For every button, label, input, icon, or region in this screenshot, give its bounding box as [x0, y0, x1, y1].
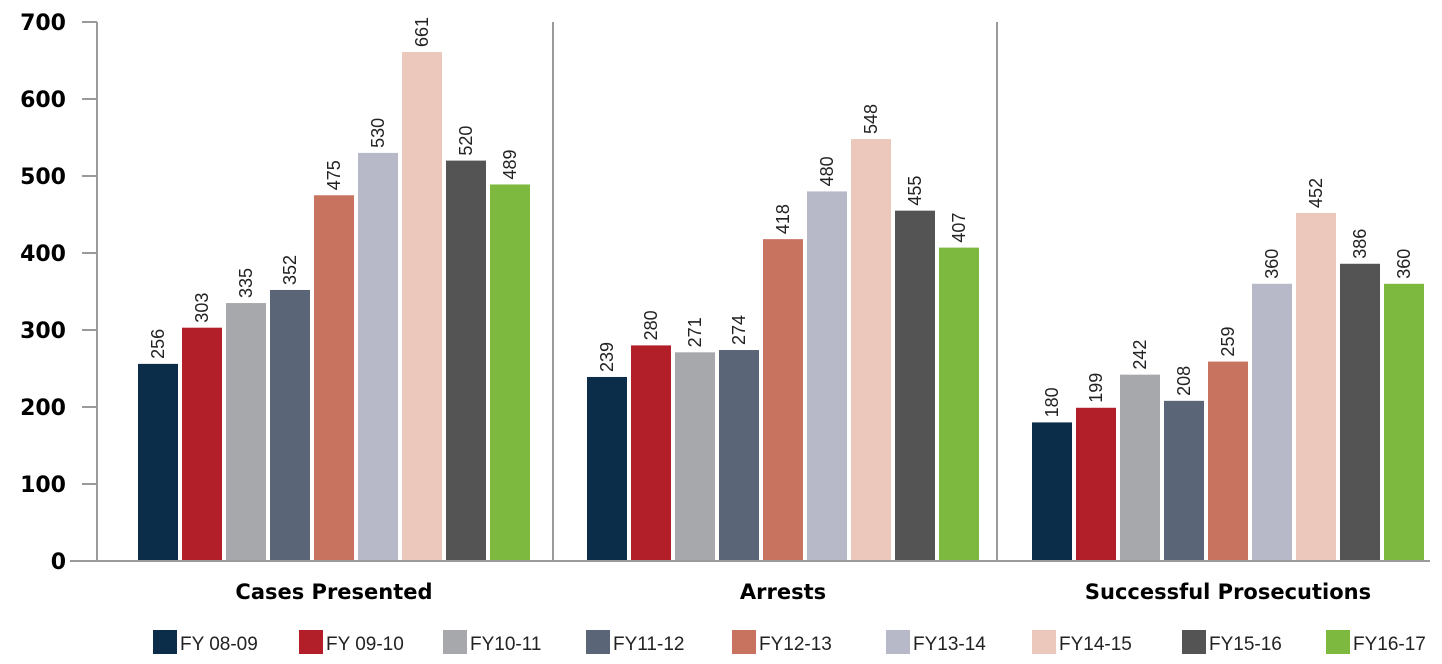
legend-swatch [886, 630, 910, 654]
bar [1076, 407, 1116, 561]
legend-label: FY12-13 [759, 634, 832, 655]
legend-label: FY 08-09 [180, 634, 258, 655]
legend-label: FY15-16 [1209, 634, 1282, 655]
bar-value-label: 259 [1218, 327, 1238, 357]
bar-value-label: 360 [1262, 249, 1282, 279]
bar [402, 52, 442, 561]
bar [939, 247, 979, 562]
bar-value-label: 303 [192, 293, 212, 323]
bar [138, 363, 178, 561]
bar [631, 345, 671, 561]
bar-value-label: 530 [368, 118, 388, 148]
bar-value-label: 455 [905, 176, 925, 206]
legend-swatch [1032, 630, 1056, 654]
y-tick-label: 700 [20, 11, 66, 36]
bar [587, 376, 627, 561]
y-tick-label: 400 [20, 242, 66, 267]
bar-value-label: 256 [148, 329, 168, 359]
bar-value-label: 274 [729, 315, 749, 345]
bars [138, 52, 1424, 562]
y-tick-label: 300 [20, 319, 66, 344]
bar-value-label: 480 [817, 156, 837, 186]
bar [1032, 422, 1072, 561]
legend-swatch [299, 630, 323, 654]
bar [675, 352, 715, 561]
bar [1340, 263, 1380, 561]
bar [895, 210, 935, 561]
bar-value-label: 386 [1350, 229, 1370, 259]
bar-value-label: 661 [412, 17, 432, 47]
bar [446, 160, 486, 561]
legend-swatch [1182, 630, 1206, 654]
legend-swatch [1326, 630, 1350, 654]
bar-value-label: 452 [1306, 178, 1326, 208]
bar-value-label: 199 [1086, 373, 1106, 403]
bar-value-label: 520 [456, 126, 476, 156]
legend-swatch [586, 630, 610, 654]
y-tick-label: 600 [20, 88, 66, 113]
group-separators [552, 22, 998, 561]
bar [226, 303, 266, 561]
bar [1164, 400, 1204, 561]
bar-value-labels: 256 303 335 352 475 530 661 520 489 239 280 271 274 4… [148, 17, 1414, 417]
bar [719, 350, 759, 561]
legend-swatch [153, 630, 177, 654]
legend-label: FY 09-10 [326, 634, 404, 655]
legend-label: FY10-11 [470, 634, 541, 655]
y-axis: 0 100 200 300 400 500 600 700 [20, 11, 98, 575]
bar [1296, 212, 1336, 561]
category-label: Cases Presented [235, 580, 432, 604]
category-label: Successful Prosecutions [1085, 580, 1371, 604]
legend-label: FY14-15 [1059, 634, 1132, 655]
legend-swatch [732, 630, 756, 654]
legend-label: FY13-14 [913, 634, 986, 655]
category-label: Arrests [740, 580, 826, 604]
bar [314, 195, 354, 561]
bar-value-label: 180 [1042, 387, 1062, 417]
bar-value-label: 548 [861, 104, 881, 134]
bar-value-label: 352 [280, 255, 300, 285]
bar [1208, 361, 1248, 561]
bar-value-label: 475 [324, 160, 344, 190]
legend: FY 08-09 FY 09-10 FY10-11 FY11-12 FY12-13 FY1… [153, 630, 1426, 655]
y-tick-label: 100 [20, 473, 66, 498]
legend-swatch [443, 630, 467, 654]
y-tick-label: 200 [20, 396, 66, 421]
x-axis: Cases Presented Arrests Successful Prosecu… [70, 560, 1430, 604]
bar-value-label: 418 [773, 204, 793, 234]
bar-value-label: 360 [1394, 249, 1414, 279]
bar-value-label: 208 [1174, 366, 1194, 396]
bar [182, 327, 222, 561]
bar [490, 184, 530, 561]
y-tick-label: 500 [20, 165, 66, 190]
legend-label: FY16-17 [1353, 634, 1426, 655]
bar-value-label: 407 [949, 213, 969, 243]
bar-value-label: 242 [1130, 340, 1150, 370]
bar-value-label: 280 [641, 310, 661, 340]
bar [1252, 283, 1292, 561]
bar [1120, 374, 1160, 561]
bar-value-label: 271 [685, 317, 705, 347]
legend-label: FY11-12 [613, 634, 684, 655]
bar [763, 239, 803, 561]
bar [270, 289, 310, 561]
bar-value-label: 239 [597, 342, 617, 372]
bar-value-label: 335 [236, 268, 256, 298]
bar [1384, 283, 1424, 561]
y-tick-label: 0 [51, 550, 66, 575]
bar-value-label: 489 [500, 149, 520, 179]
bar [807, 191, 847, 561]
bar [851, 139, 891, 562]
bar [358, 152, 398, 561]
